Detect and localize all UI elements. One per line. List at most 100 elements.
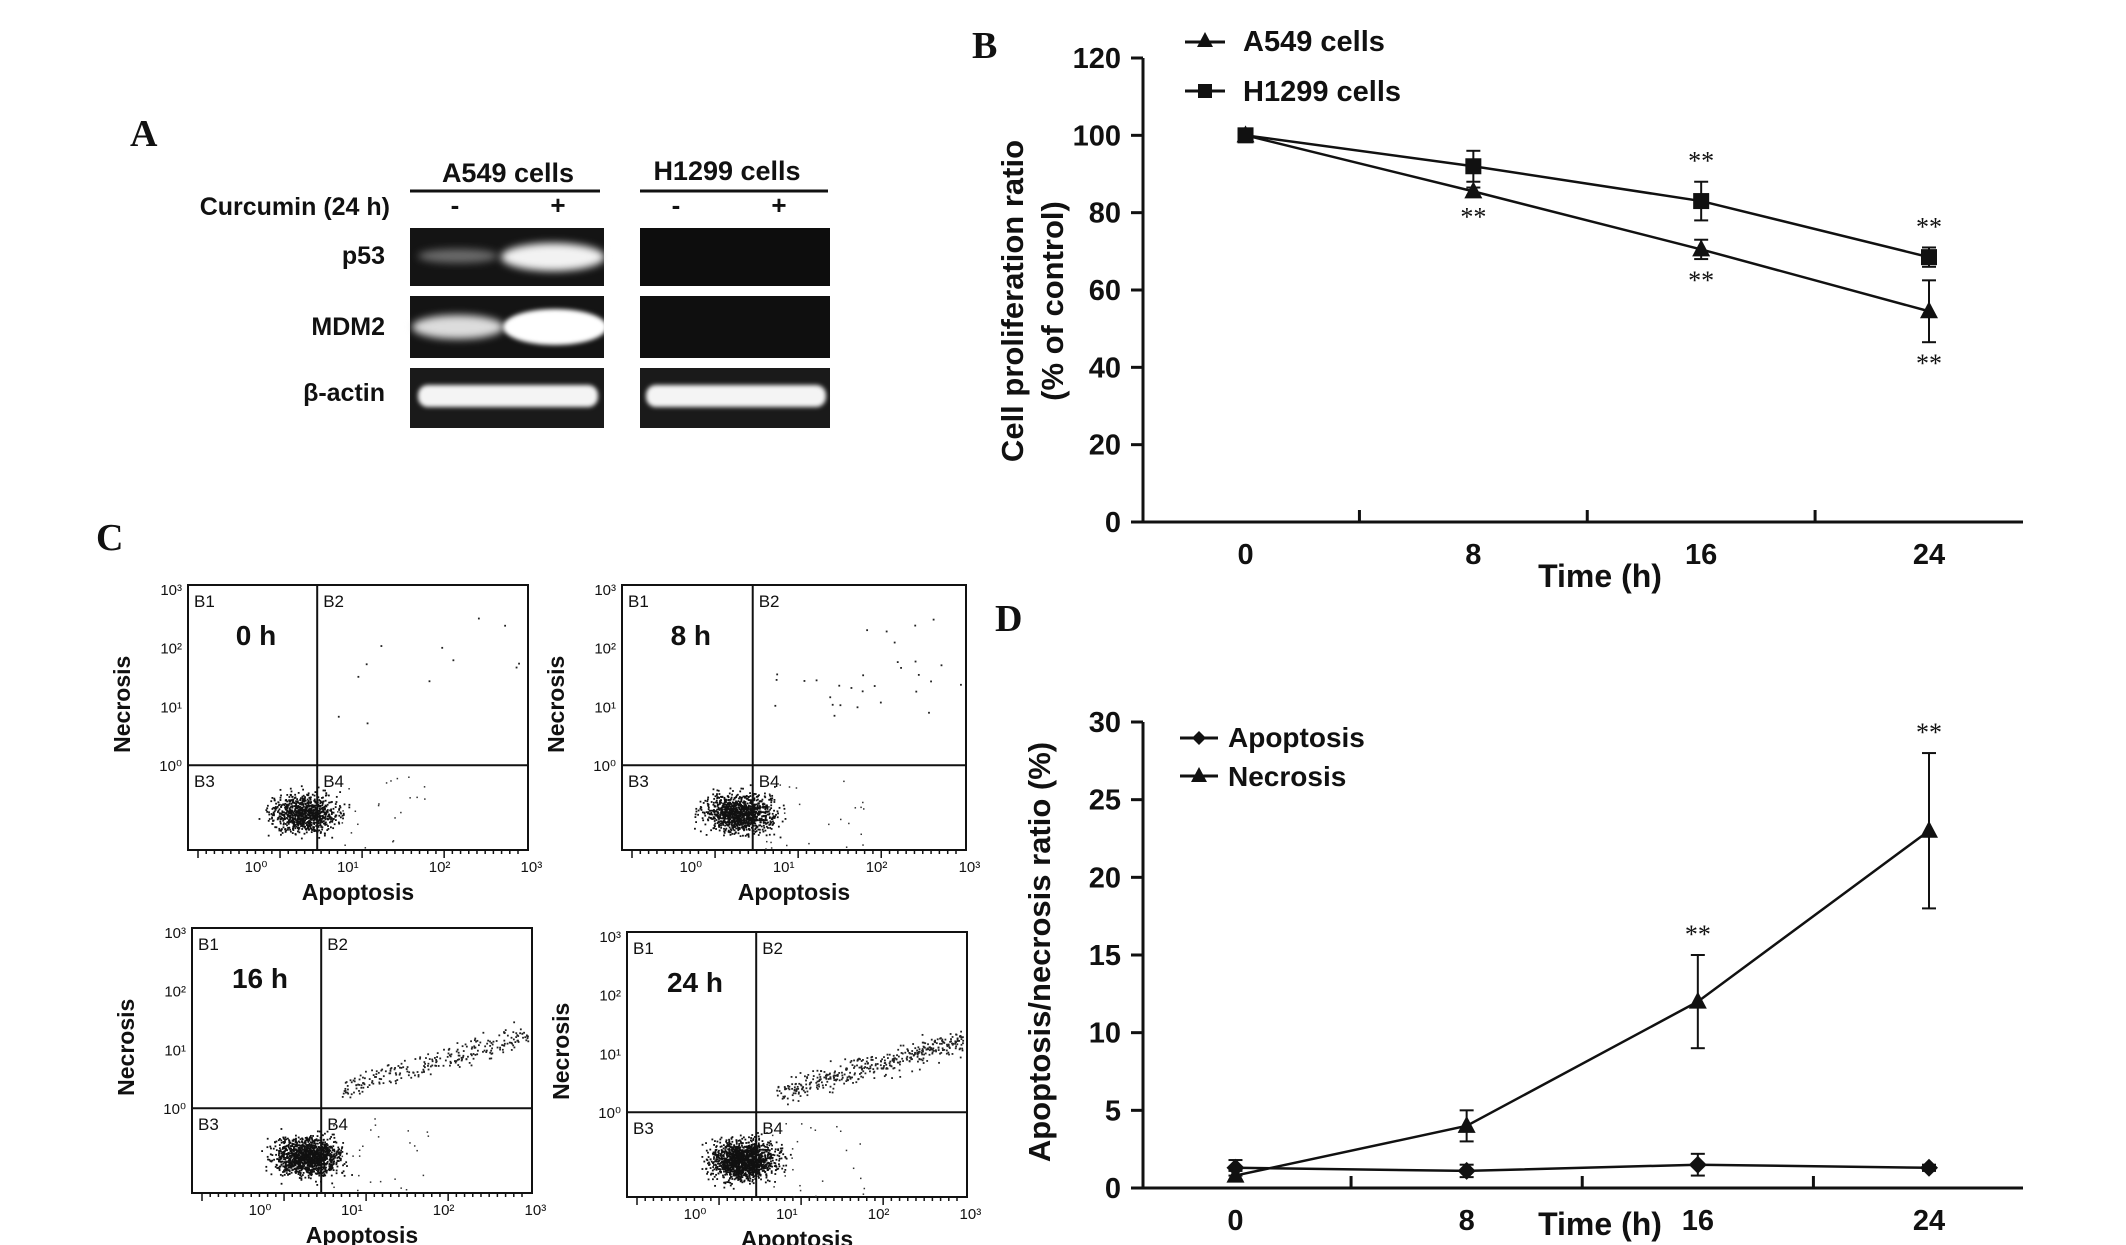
flow-event-dot — [279, 796, 282, 799]
flow-event-dot — [308, 1169, 311, 1171]
flow-event-dot — [304, 1162, 307, 1164]
flow-event-dot — [310, 831, 313, 834]
flow-y-tick-label: 10⁰ — [163, 1101, 186, 1118]
flow-event-dot — [743, 795, 746, 798]
flow-event-dot — [770, 807, 773, 810]
flow-event-dot — [758, 1137, 761, 1140]
flow-event-dot — [519, 1032, 521, 1035]
flow-event-dot — [363, 1077, 366, 1080]
flow-event-dot — [339, 1154, 342, 1156]
flow-event-dot — [747, 1141, 750, 1144]
flow-event-dot — [301, 818, 304, 820]
flow-event-dot — [770, 1170, 773, 1173]
flow-y-tick-label: 10² — [599, 988, 621, 1005]
flow-event-dot — [328, 1167, 331, 1170]
flow-event-dot — [501, 1044, 504, 1046]
flow-event-dot — [299, 1165, 301, 1168]
flow-event-dot — [300, 817, 303, 820]
time-label: 0 h — [236, 620, 276, 651]
flow-event-dot — [838, 684, 841, 687]
flow-event-dot — [305, 810, 307, 813]
flow-event-dot — [753, 797, 756, 800]
flow-event-dot — [732, 1150, 735, 1153]
flow-event-dot — [291, 801, 294, 804]
flow-event-dot — [695, 807, 698, 810]
flow-event-dot — [294, 793, 297, 796]
flow-x-tick-label: 10⁰ — [245, 859, 268, 876]
flow-event-dot — [421, 1071, 423, 1074]
flow-event-dot — [743, 1150, 745, 1153]
flow-event-dot — [762, 806, 765, 809]
flow-event-dot — [737, 818, 739, 821]
flow-event-dot — [730, 805, 732, 808]
flow-event-dot — [476, 1049, 479, 1052]
flow-event-dot — [274, 808, 277, 811]
flow-event-dot — [416, 1149, 418, 1152]
flow-event-dot — [900, 666, 902, 669]
flow-event-dot — [751, 802, 753, 805]
flow-event-dot — [354, 810, 357, 813]
flow-event-dot — [289, 1150, 292, 1153]
flow-event-dot — [720, 801, 722, 804]
flow-event-dot — [730, 1175, 732, 1178]
flow-event-dot — [286, 824, 288, 827]
flow-event-dot — [322, 1167, 325, 1170]
flow-event-dot — [335, 1172, 338, 1175]
flow-event-dot — [351, 1174, 353, 1176]
flow-event-dot — [767, 1146, 769, 1149]
flow-event-dot — [320, 819, 323, 822]
flow-event-dot — [722, 1176, 725, 1179]
flow-event-dot — [752, 817, 755, 820]
flow-event-dot — [294, 797, 296, 799]
flow-event-dot — [322, 1171, 325, 1174]
flow-event-dot — [306, 1139, 309, 1142]
flow-event-dot — [332, 818, 335, 820]
flow-event-dot — [348, 788, 350, 790]
flow-event-dot — [364, 847, 367, 849]
flow-event-dot — [279, 1165, 282, 1168]
flow-event-dot — [278, 1169, 281, 1172]
flow-event-dot — [748, 1153, 751, 1155]
flow-event-dot — [746, 1177, 749, 1179]
flow-event-dot — [300, 808, 303, 811]
flow-event-dot — [741, 1181, 744, 1184]
flow-event-dot — [735, 816, 738, 818]
flow-event-dot — [317, 826, 320, 828]
flow-event-dot — [741, 1165, 744, 1168]
flow-event-dot — [319, 824, 322, 827]
flow-event-dot — [310, 810, 312, 812]
flow-event-dot — [309, 818, 312, 821]
flow-event-dot — [341, 1095, 344, 1098]
flow-event-dot — [290, 1145, 292, 1148]
flow-event-dot — [427, 1065, 429, 1067]
flow-event-dot — [334, 819, 337, 822]
flow-event-dot — [275, 1149, 278, 1152]
flow-event-dot — [745, 821, 748, 824]
flow-event-dot — [754, 793, 757, 795]
flow-event-dot — [757, 1135, 760, 1138]
flow-event-dot — [860, 806, 862, 809]
flow-event-dot — [295, 811, 297, 814]
flow-event-dot — [286, 817, 289, 820]
flow-event-dot — [712, 1166, 715, 1168]
flow-event-dot — [728, 1141, 730, 1144]
flow-event-dot — [352, 1155, 354, 1157]
flow-event-dot — [749, 809, 752, 811]
flow-event-dot — [746, 1150, 749, 1153]
flow-event-dot — [317, 1151, 319, 1154]
flow-event-dot — [773, 801, 776, 803]
flow-event-dot — [277, 801, 280, 804]
flow-event-dot — [330, 817, 333, 820]
flow-event-dot — [728, 809, 731, 811]
flow-event-dot — [778, 1159, 781, 1162]
flow-event-dot — [716, 1178, 719, 1180]
flow-event-dot — [287, 1173, 289, 1176]
flow-event-dot — [701, 811, 704, 814]
flow-event-dot — [742, 1151, 745, 1154]
flow-event-dot — [753, 824, 755, 827]
flow-xlabel: Apoptosis — [306, 1222, 418, 1245]
quadrant-label-b4: B4 — [759, 772, 780, 791]
flow-event-dot — [758, 828, 761, 831]
protein-label-mdm2: MDM2 — [311, 313, 385, 341]
flow-event-dot — [294, 833, 297, 835]
